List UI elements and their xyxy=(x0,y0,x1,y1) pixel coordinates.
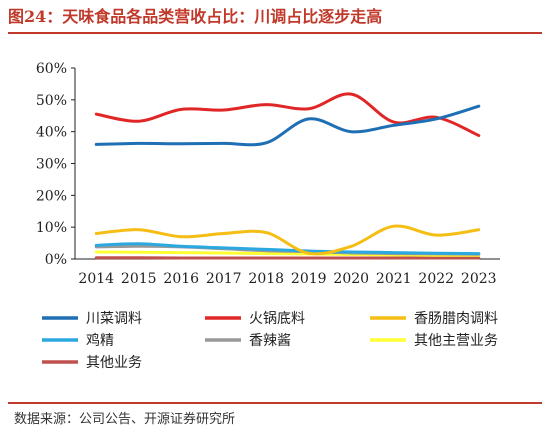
line-chart: 0%10%20%30%40%50%60% 2014 2015 2016 2017 201… xyxy=(36,61,500,371)
x-tick-label: 2022 xyxy=(418,271,454,287)
x-axis: 2014 2015 2016 2017 2018 2019 2020 2021 2022 2023 xyxy=(75,258,500,287)
legend-label: 川菜调料 xyxy=(86,311,142,327)
series-line-3 xyxy=(94,224,481,256)
legend-label: 香辣酱 xyxy=(249,333,291,349)
x-tick-label: 2023 xyxy=(461,271,497,287)
x-tick-label: 2016 xyxy=(163,271,199,287)
legend-label: 鸡精 xyxy=(86,332,114,349)
x-tick-label: 2017 xyxy=(206,271,242,287)
legend-label: 其他主营业务 xyxy=(414,333,498,349)
y-tick-label: 10% xyxy=(36,220,67,236)
title-divider xyxy=(8,32,542,34)
series-lines xyxy=(94,92,481,260)
x-tick-label: 2020 xyxy=(333,271,369,287)
y-tick-label: 0% xyxy=(45,252,67,268)
chart-title: 图24：天味食品各品类营收占比：川调占比逐步走高 xyxy=(8,7,383,26)
y-tick-label: 20% xyxy=(36,188,67,204)
y-axis: 0% 10% 20% 30% 40% 50% 60% xyxy=(36,61,76,268)
x-tick-label: 2019 xyxy=(291,271,327,287)
series-line-4 xyxy=(94,242,481,256)
footer-divider xyxy=(8,402,542,404)
source-note: 数据来源：公司公告、开源证券研究所 xyxy=(14,412,236,427)
legend-label: 香肠腊肉调料 xyxy=(414,311,498,327)
x-tick-label: 2014 xyxy=(78,271,114,287)
legend-label: 其他业务 xyxy=(86,355,142,371)
x-tick-label: 2015 xyxy=(121,271,157,287)
legend-label: 火锅底料 xyxy=(249,311,305,327)
y-tick-label: 50% xyxy=(36,93,67,109)
series-line-2 xyxy=(94,92,481,137)
x-tick-label: 2018 xyxy=(248,271,284,287)
series-line-1 xyxy=(94,104,481,147)
y-tick-label: 40% xyxy=(36,125,67,141)
y-tick-label: 60% xyxy=(36,61,67,77)
y-tick-label: 30% xyxy=(36,157,67,173)
x-tick-label: 2021 xyxy=(376,271,412,287)
